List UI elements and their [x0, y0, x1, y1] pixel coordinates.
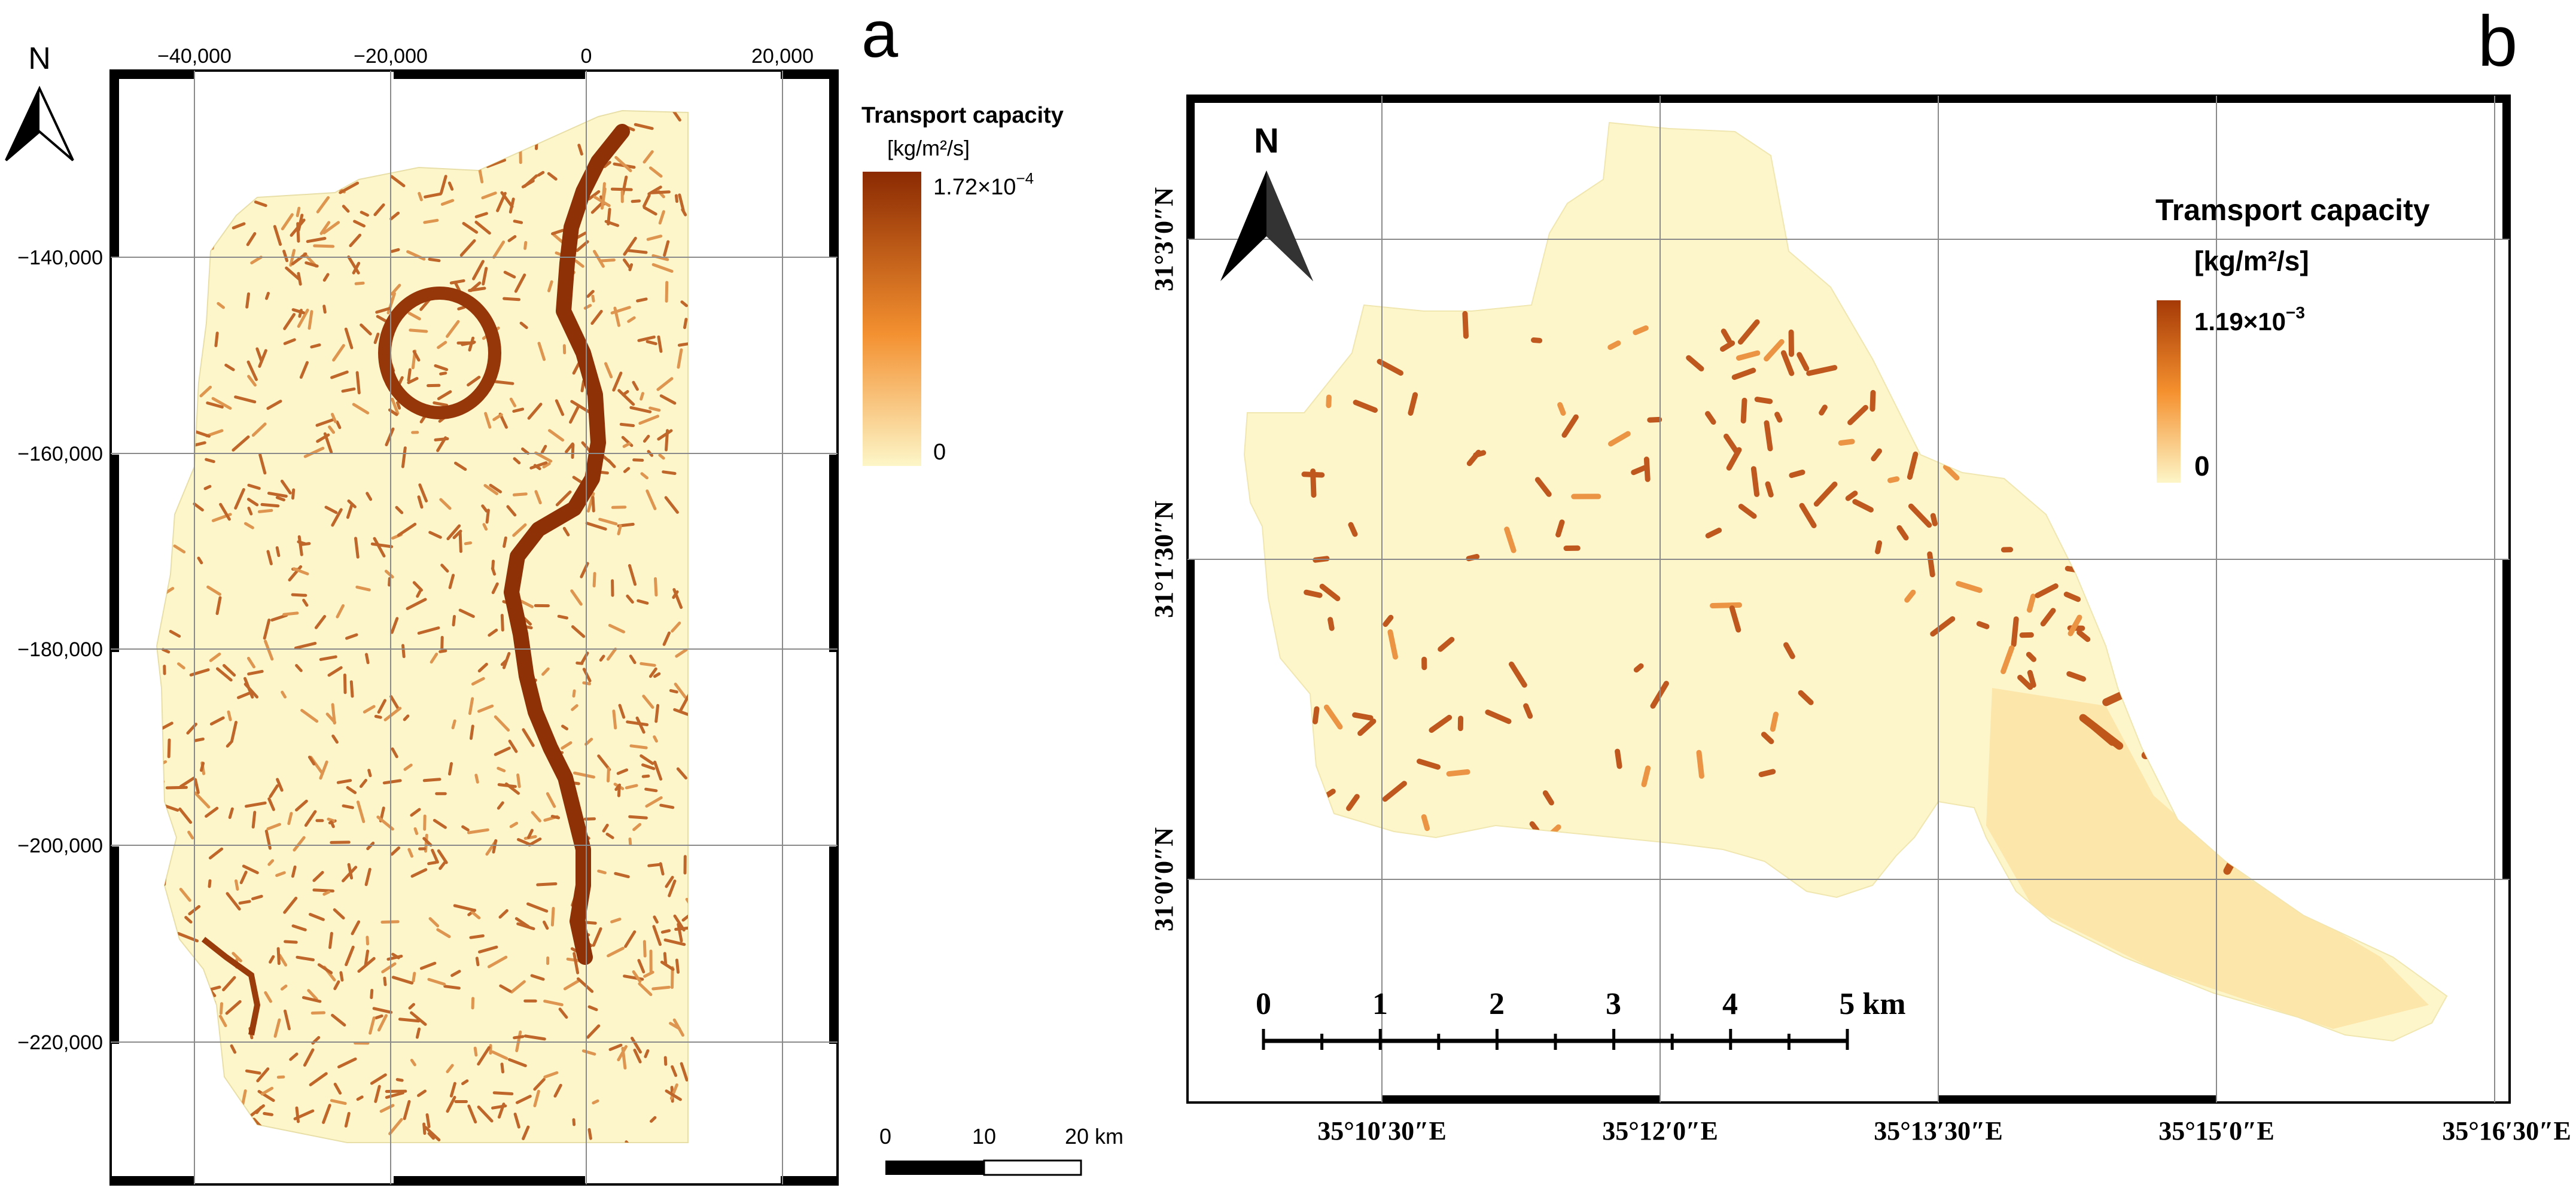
- panel-a-crater-ring: [378, 287, 501, 419]
- a-xtick: 0: [581, 45, 592, 68]
- a-legend-max: 1.72×10: [933, 175, 1016, 200]
- b-xtick: 35°15′0″E: [2158, 1116, 2274, 1146]
- b-xtick: 35°12′0″E: [1602, 1116, 1718, 1146]
- panel-a: −40,000 −20,000 0 20,000 −140,000 −160,0…: [5, 0, 1123, 1186]
- a-legend-unit: [kg/m²/s]: [887, 136, 970, 160]
- north-arrow-icon: N: [1220, 121, 1313, 281]
- b-legend-unit: [kg/m²/s]: [2194, 245, 2309, 276]
- a-legend-min: 0: [933, 440, 946, 465]
- a-ytick: −180,000: [17, 638, 103, 661]
- svg-text:1.19×10−3: 1.19×10−3: [2194, 303, 2305, 336]
- a-legend-colorbar: [863, 172, 921, 466]
- panel-a-grid: [111, 71, 838, 1184]
- a-ytick: −200,000: [17, 835, 103, 857]
- north-arrow-icon: N: [5, 41, 74, 162]
- b-legend-title: Tramsport capacity: [2155, 193, 2430, 227]
- b-legend-max: 1.19×10: [2194, 307, 2286, 336]
- a-xtick: 20,000: [751, 45, 814, 68]
- a-ytick: −140,000: [17, 246, 103, 269]
- panel-a-legend: Transport capacity [kg/m²/s] 1.72×10−4 0: [861, 103, 1064, 466]
- panel-b-scalebar: 0 1 2 3 4 5 km: [1256, 987, 1906, 1050]
- panel-a-border-checks: [111, 71, 838, 1184]
- a-north-label: N: [28, 41, 51, 76]
- panel-b-grid: [1187, 96, 2510, 1103]
- panel-a-scalebar: 0 10 20 km: [879, 1124, 1123, 1176]
- b-scale-label: 5 km: [1839, 987, 1905, 1021]
- a-xtick: −40,000: [157, 45, 232, 68]
- b-scale-label: 1: [1372, 987, 1388, 1021]
- b-legend-min: 0: [2194, 450, 2210, 482]
- b-ytick: 31°0′0″N: [1149, 827, 1179, 931]
- b-ytick: 31°1′30″N: [1149, 501, 1179, 618]
- a-scale-label: 20 km: [1065, 1124, 1123, 1149]
- a-ytick: −160,000: [17, 443, 103, 465]
- a-legend-max-exp: −4: [1016, 169, 1034, 187]
- b-ytick: 31°3′0″N: [1149, 187, 1179, 291]
- panel-a-study-area: [156, 109, 689, 1143]
- panel-b: 35°10′30″E 35°12′0″E 35°13′30″E 35°15′0″…: [1149, 1, 2571, 1146]
- panel-b-border-checks: [1187, 96, 2510, 1103]
- panel-a-letter: a: [861, 0, 899, 71]
- b-legend-colorbar: [2157, 300, 2181, 483]
- b-scale-label: 2: [1489, 987, 1505, 1021]
- b-legend-max-exp: −3: [2286, 303, 2305, 322]
- b-scale-label: 3: [1606, 987, 1621, 1021]
- a-xtick: −20,000: [354, 45, 428, 68]
- b-xtick: 35°10′30″E: [1317, 1116, 1447, 1146]
- panel-b-legend: Tramsport capacity [kg/m²/s] 1.19×10−3 0: [2155, 193, 2430, 483]
- a-scale-label: 10: [972, 1124, 996, 1149]
- b-scale-label: 0: [1256, 987, 1271, 1021]
- b-north-label: N: [1254, 121, 1279, 160]
- b-scale-label: 4: [1722, 987, 1738, 1021]
- panel-b-letter: b: [2478, 1, 2518, 81]
- a-scale-label: 0: [879, 1124, 891, 1149]
- b-xtick: 35°16′30″E: [2442, 1116, 2571, 1146]
- a-ytick: −220,000: [17, 1031, 103, 1054]
- b-xtick: 35°13′30″E: [1874, 1116, 2003, 1146]
- a-legend-title: Transport capacity: [861, 103, 1064, 128]
- svg-text:1.72×10−4: 1.72×10−4: [933, 169, 1034, 200]
